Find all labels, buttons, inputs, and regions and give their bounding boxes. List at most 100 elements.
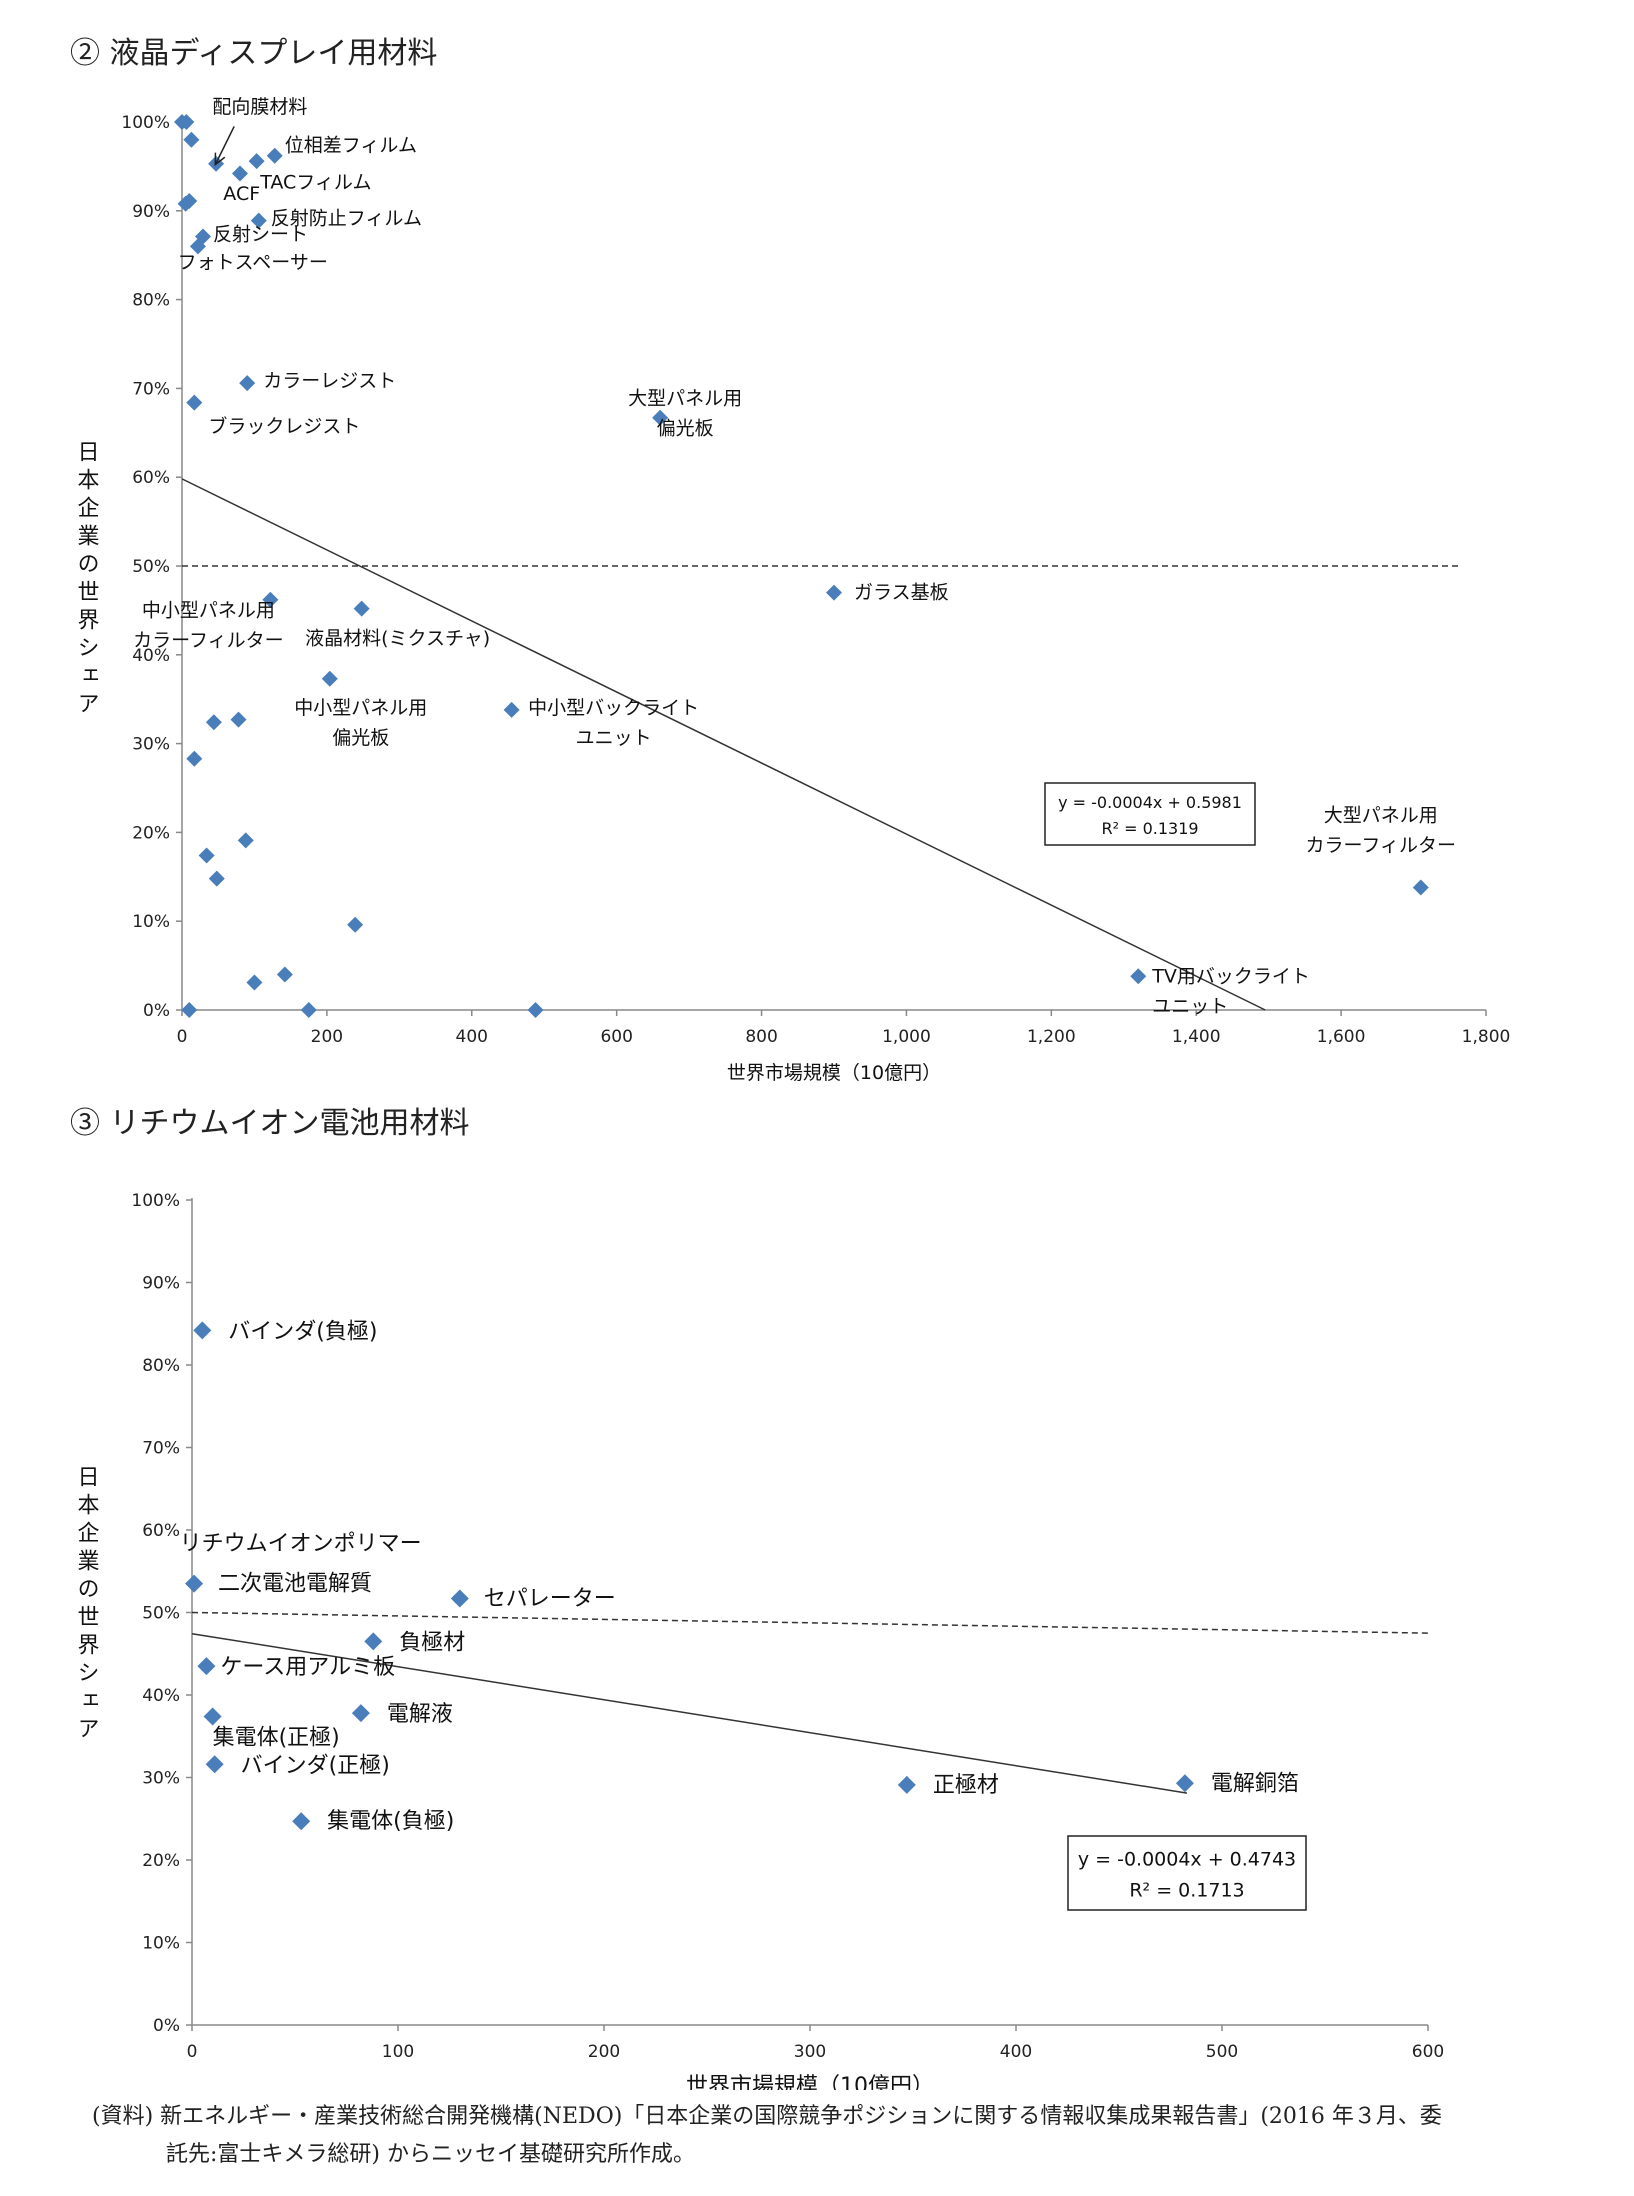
data-point-label: 負極材: [399, 1630, 465, 1655]
data-point: [246, 974, 263, 991]
x-tick-label: 1,000: [882, 1027, 931, 1047]
trendline-equation-box: [1044, 782, 1256, 846]
data-point-label: 集電体(正極): [213, 1725, 340, 1750]
x-tick-label: 800: [745, 1027, 777, 1047]
data-point-label: ブラックレジスト: [208, 415, 360, 438]
x-tick-label: 100: [382, 2042, 414, 2062]
y-axis-title: 日本企業の世界シェア: [74, 1465, 100, 1745]
data-point: [193, 1321, 212, 1340]
data-point-label: 位相差フィルム: [285, 135, 417, 157]
x-tick-label: 200: [588, 2042, 620, 2062]
y-tick-label: 90%: [142, 1274, 180, 1294]
x-tick-label: 1,800: [1462, 1027, 1511, 1047]
data-point-label: 偏光板: [657, 418, 714, 440]
data-point-label: ユニット: [1152, 995, 1228, 1017]
data-point: [197, 1657, 216, 1676]
y-tick-label: 70%: [142, 1439, 180, 1459]
trendline: [181, 478, 1266, 1011]
annotation-label: フォトスペーサー: [178, 252, 328, 274]
y-tick-label: 60%: [132, 468, 170, 488]
data-point: [503, 701, 520, 718]
data-point-label: 大型パネル用: [628, 388, 742, 410]
x-tick-label: 400: [456, 1027, 488, 1047]
x-tick-label: 1,600: [1317, 1027, 1366, 1047]
annotation-label: TACフィルム: [259, 172, 371, 194]
y-tick-label: 20%: [132, 823, 170, 843]
y-tick-label: 60%: [142, 1521, 180, 1541]
data-point: [321, 670, 338, 687]
data-point: [351, 1704, 370, 1723]
scatter-chart-battery-materials: 0% 10% 20% 30% 40% 50% 60% 70% 80% 90% 100% 0 100 200…: [74, 1191, 1445, 2090]
x-tick-label: 200: [311, 1027, 343, 1047]
data-point-label: 二次電池電解質: [218, 1572, 372, 1597]
data-point-label: 中小型パネル用: [294, 697, 427, 719]
data-point: [181, 193, 198, 210]
trendline: [191, 1632, 1188, 1794]
trendline-equation: y = -0.0004x + 0.5981: [1058, 793, 1242, 812]
data-point-label: 中小型バックライト: [528, 697, 699, 719]
data-point: [205, 1755, 224, 1774]
annotation-arrow-head: [214, 152, 226, 167]
annotation-label: ACF: [223, 183, 260, 205]
y-tick-label: 10%: [142, 1934, 180, 1954]
trendline-r-squared: R² = 0.1319: [1101, 819, 1198, 838]
y-tick-label: 20%: [142, 1851, 180, 1871]
x-tick-label: 0: [187, 2042, 198, 2062]
data-point: [189, 238, 206, 255]
chart-heading-battery: ③ リチウムイオン電池用材料: [70, 1106, 470, 1141]
x-tick-label: 400: [1000, 2042, 1032, 2062]
data-point: [1175, 1774, 1194, 1793]
y-tick-label: 0%: [143, 1001, 170, 1021]
data-point: [203, 1707, 222, 1726]
data-point-label: 大型パネル用: [1324, 804, 1438, 826]
data-point: [897, 1775, 916, 1794]
y-tick-label: 50%: [132, 557, 170, 577]
data-point: [205, 714, 222, 731]
y-tick-label: 100%: [121, 113, 170, 133]
data-point: [230, 711, 247, 728]
y-tick-label: 80%: [142, 1356, 180, 1376]
annotation-label: リチウムイオンポリマー: [180, 1532, 422, 1557]
y-tick-label: 0%: [153, 2016, 180, 2036]
data-point: [186, 750, 203, 767]
x-tick-label: 600: [1412, 2042, 1444, 2062]
data-point-label: カラーフィルター: [133, 630, 283, 652]
data-point-label: バインダ(正極): [241, 1753, 390, 1778]
data-point: [183, 131, 200, 148]
data-point: [450, 1589, 469, 1608]
x-tick-label: 1,200: [1027, 1027, 1076, 1047]
data-point-label: ユニット: [576, 727, 652, 749]
data-point-label: TV用バックライト: [1151, 965, 1310, 987]
data-point-label: 中小型パネル用: [142, 600, 275, 622]
data-point-label: ケース用アルミ板: [220, 1655, 395, 1680]
y-tick-label: 100%: [131, 1191, 180, 1211]
y-tick-label: 90%: [132, 202, 170, 222]
data-point-label: 反射防止フィルム: [271, 208, 422, 230]
data-point-label: バインダ(負極): [228, 1319, 377, 1344]
y-axis-title: 日本企業の世界シェア: [74, 440, 100, 720]
data-point: [1130, 968, 1147, 985]
source-note: (資料) 新エネルギー・産業技術総合開発機構(NEDO)「日本企業の国際競争ポジ…: [92, 2098, 1582, 2174]
x-axis-title: 世界市場規模（10億円）: [686, 2074, 934, 2090]
data-point-label: セパレーター: [484, 1586, 616, 1611]
data-point: [826, 584, 842, 601]
data-point-label: 電解液: [387, 1702, 453, 1727]
data-point: [185, 1574, 204, 1593]
chart-heading-display: ② 液晶ディスプレイ用材料: [70, 36, 438, 71]
scatter-chart-display-materials: 0% 10% 20% 30% 40% 50% 60% 70% 80% 90% 100% 0 200 400…: [74, 96, 1511, 1084]
trendline-equation: y = -0.0004x + 0.4743: [1078, 1849, 1296, 1871]
data-point: [239, 375, 256, 392]
data-point: [652, 409, 669, 426]
y-tick-label: 50%: [142, 1604, 180, 1624]
y-tick-label: 80%: [132, 291, 170, 311]
data-point: [198, 847, 215, 864]
trendline-equation-box: [1067, 1835, 1307, 1911]
data-point: [347, 916, 364, 933]
reference-line-50pct: [191, 1611, 1429, 1634]
x-tick-label: 600: [600, 1027, 632, 1047]
y-tick-label: 30%: [142, 1769, 180, 1789]
data-point: [237, 832, 254, 849]
x-tick-label: 500: [1206, 2042, 1238, 2062]
data-point: [208, 870, 225, 887]
data-point: [231, 165, 248, 182]
